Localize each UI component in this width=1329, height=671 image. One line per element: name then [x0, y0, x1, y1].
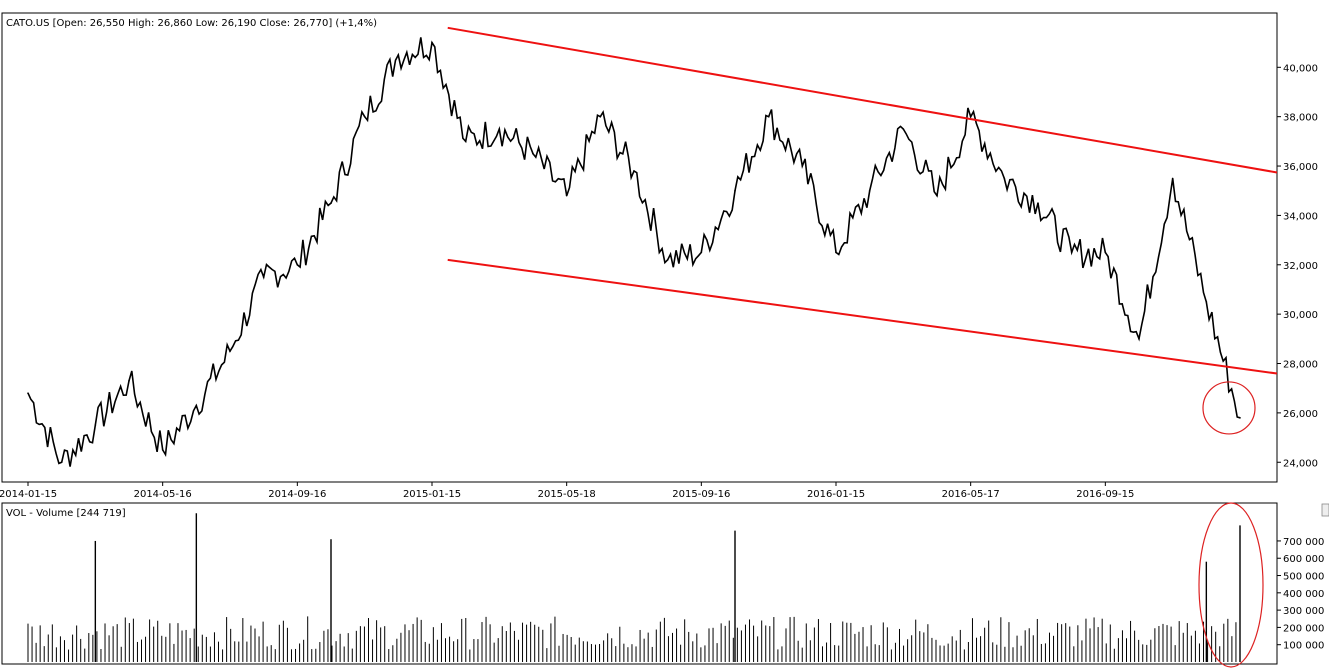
price-point: [262, 276, 265, 278]
price-point: [633, 170, 635, 172]
price-point: [128, 379, 130, 382]
price-point: [1003, 177, 1006, 180]
price-point: [60, 461, 63, 464]
x-tick-label: 2014-05-16: [134, 489, 192, 500]
price-point: [599, 115, 602, 118]
trend-line: [447, 26, 1278, 174]
vol-y-tick-label: 400 000: [1283, 589, 1324, 600]
price-point: [868, 189, 871, 192]
y-tick-label: 40,000: [1283, 63, 1318, 74]
volume-panel-header: VOL - Volume [244 719]: [6, 508, 126, 519]
vol-y-tick-label: 200 000: [1283, 623, 1324, 634]
y-tick-label: 24,000: [1283, 458, 1318, 469]
y-tick-label: 30,000: [1283, 310, 1318, 321]
x-tick-label: 2016-09-15: [1076, 489, 1134, 500]
price-point: [397, 54, 400, 56]
y-tick-label: 38,000: [1283, 113, 1318, 124]
price-point: [565, 194, 568, 197]
price-point: [1205, 301, 1208, 303]
price-point: [1104, 251, 1107, 254]
price-panel-header: CATO.US [Open: 26,550 High: 26,860 Low: …: [6, 18, 377, 29]
price-point: [666, 259, 669, 261]
volume-panel-frame: [1, 502, 1278, 665]
vol-y-tick-label: 700 000: [1283, 537, 1324, 548]
price-point: [700, 251, 703, 254]
x-tick-label: 2016-05-17: [942, 489, 1000, 500]
price-point: [1070, 251, 1073, 254]
y-tick-label: 32,000: [1283, 261, 1318, 272]
x-tick-label: 2016-01-15: [807, 489, 865, 500]
price-point: [835, 251, 837, 254]
price-point: [1138, 338, 1140, 340]
vol-y-tick-label: 100 000: [1283, 641, 1324, 652]
price-point: [464, 140, 467, 143]
x-tick-label: 2015-01-15: [403, 489, 461, 500]
vol-y-tick-label: 300 000: [1283, 606, 1324, 617]
price-point: [1239, 417, 1241, 419]
price-point: [161, 449, 164, 451]
y-tick-label: 28,000: [1283, 360, 1318, 371]
price-point: [363, 115, 366, 118]
x-tick-label: 2014-01-15: [0, 489, 57, 500]
panel-resize-handle[interactable]: [1321, 503, 1329, 517]
x-tick-label: 2015-09-16: [672, 489, 730, 500]
price-point: [767, 115, 770, 118]
price-point: [498, 128, 501, 130]
vol-y-tick-label: 600 000: [1283, 554, 1324, 565]
price-point: [27, 392, 29, 394]
y-tick-label: 34,000: [1283, 211, 1318, 222]
price-point: [936, 194, 938, 197]
price-point: [330, 202, 332, 204]
price-point: [195, 404, 198, 407]
price-series-line: [27, 37, 1241, 467]
price-point: [229, 350, 231, 352]
y-tick-label: 26,000: [1283, 409, 1318, 420]
price-point: [431, 41, 433, 44]
volume-highlight-ellipse: [1198, 502, 1264, 668]
vol-y-tick-label: 500 000: [1283, 572, 1324, 583]
price-point: [902, 128, 905, 130]
price-point: [532, 152, 534, 155]
x-tick-label: 2014-09-16: [268, 489, 326, 500]
price-panel-frame: [1, 12, 1278, 483]
price-point: [969, 115, 972, 118]
y-tick-label: 36,000: [1283, 162, 1318, 173]
trend-line: [447, 258, 1278, 375]
x-tick-label: 2015-05-18: [538, 489, 596, 500]
price-point: [734, 189, 736, 192]
price-point: [296, 263, 299, 266]
price-highlight-circle: [1202, 381, 1256, 435]
price-point: [94, 424, 97, 427]
price-point: [1037, 202, 1039, 204]
price-point: [1171, 177, 1174, 180]
price-point: [801, 165, 804, 167]
